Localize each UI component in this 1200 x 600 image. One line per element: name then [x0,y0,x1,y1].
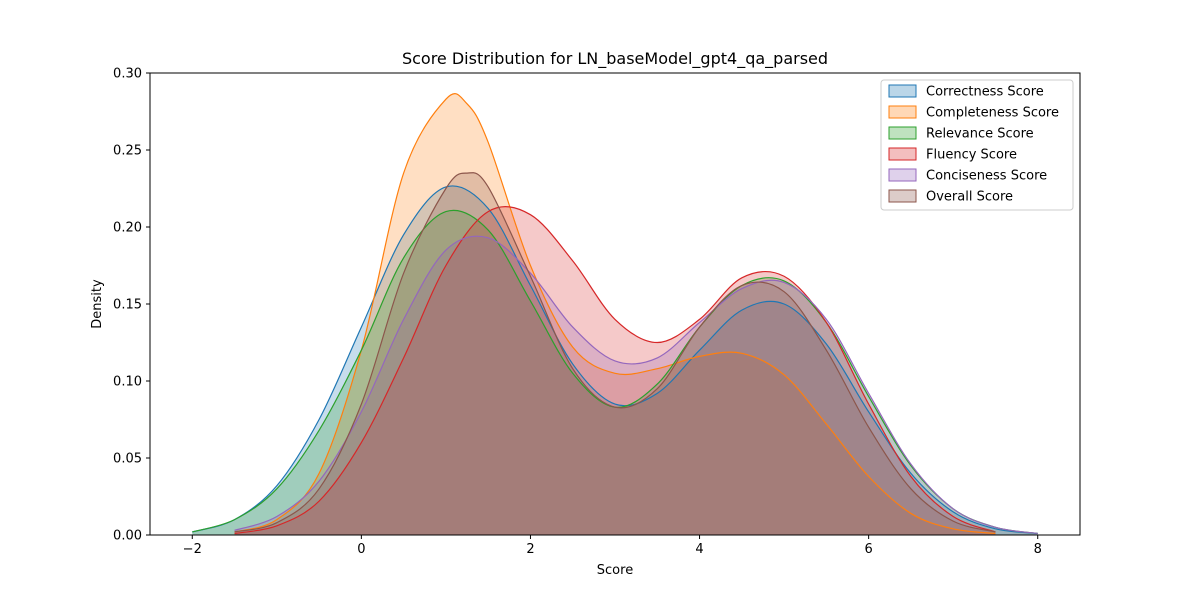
x-tick-label: −2 [183,542,202,557]
legend-label-relevance-score: Relevance Score [926,127,1034,142]
x-tick-label: 4 [695,542,703,557]
y-tick-label: 0.05 [113,452,142,467]
y-tick-label: 0.15 [113,298,142,313]
line-overall-score [234,172,996,533]
legend-swatch-conciseness-score [888,168,917,182]
legend-swatch-correctness-score [888,84,917,98]
line-relevance-score [192,209,1038,535]
x-tick-label: 2 [526,542,534,557]
line-fluency-score [234,206,996,535]
area-overall-score [234,172,996,535]
x-axis-label: Score [597,563,633,578]
legend-swatch-overall-score [888,189,917,203]
legend-label-conciseness-score: Conciseness Score [926,169,1047,184]
legend-swatch-completeness-score [888,105,917,119]
x-axis: −2 0 2 4 6 8 [183,535,1042,557]
legend-label-overall-score: Overall Score [926,190,1013,205]
legend-swatch-relevance-score [888,126,917,140]
y-tick-label: 0.10 [113,375,142,390]
y-tick-label: 0.25 [113,144,142,159]
legend-label-fluency-score: Fluency Score [926,148,1017,163]
line-conciseness-score [234,235,1038,535]
legend-label-completeness-score: Completeness Score [926,106,1059,121]
x-tick-label: 8 [1034,542,1042,557]
legend-box [880,79,1074,211]
legend-swatch-fluency-score [888,147,917,161]
legend: Correctness Score Completeness Score Relev… [880,79,1074,211]
y-tick-label: 0.00 [113,529,142,544]
legend-label-correctness-score: Correctness Score [926,85,1044,100]
area-fluency-score [234,206,996,535]
y-tick-label: 0.30 [113,67,142,82]
line-correctness-score [192,185,1038,535]
chart-title: Score Distribution for LN_baseModel_gpt4… [402,49,828,69]
y-axis-label: Density [90,279,105,329]
area-conciseness-score [234,236,1038,535]
area-relevance-score [192,210,1038,535]
y-axis: 0.00 0.05 0.10 0.15 0.20 0.25 0.30 [113,67,150,544]
x-tick-label: 0 [357,542,365,557]
series-lines [192,93,1038,535]
y-tick-label: 0.20 [113,221,142,236]
x-tick-label: 6 [864,542,872,557]
